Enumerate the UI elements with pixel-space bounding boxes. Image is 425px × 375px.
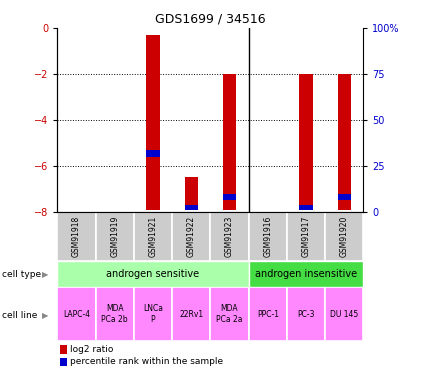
Text: ▶: ▶ bbox=[42, 311, 48, 320]
FancyBboxPatch shape bbox=[325, 212, 363, 261]
Text: GSM91916: GSM91916 bbox=[263, 216, 272, 257]
FancyBboxPatch shape bbox=[96, 212, 134, 261]
FancyBboxPatch shape bbox=[325, 287, 363, 341]
FancyBboxPatch shape bbox=[249, 261, 363, 287]
Text: MDA
PCa 2b: MDA PCa 2b bbox=[102, 304, 128, 324]
Text: LAPC-4: LAPC-4 bbox=[63, 310, 90, 319]
Text: percentile rank within the sample: percentile rank within the sample bbox=[70, 357, 223, 366]
Bar bbox=[184, 177, 198, 210]
FancyBboxPatch shape bbox=[210, 287, 249, 341]
Bar bbox=[146, 35, 160, 210]
Text: MDA
PCa 2a: MDA PCa 2a bbox=[216, 304, 243, 324]
FancyBboxPatch shape bbox=[249, 212, 287, 261]
Text: GSM91923: GSM91923 bbox=[225, 216, 234, 257]
Bar bbox=[223, 194, 236, 200]
Text: cell line: cell line bbox=[2, 311, 37, 320]
Bar bbox=[337, 74, 351, 210]
Title: GDS1699 / 34516: GDS1699 / 34516 bbox=[155, 13, 266, 26]
FancyBboxPatch shape bbox=[57, 212, 96, 261]
Text: 22Rv1: 22Rv1 bbox=[179, 310, 203, 319]
FancyBboxPatch shape bbox=[249, 287, 287, 341]
Text: GSM91917: GSM91917 bbox=[301, 216, 311, 257]
Bar bbox=[337, 194, 351, 200]
Text: LNCa
P: LNCa P bbox=[143, 304, 163, 324]
FancyBboxPatch shape bbox=[96, 287, 134, 341]
Text: PPC-1: PPC-1 bbox=[257, 310, 279, 319]
Text: log2 ratio: log2 ratio bbox=[70, 345, 113, 354]
Text: GSM91921: GSM91921 bbox=[148, 216, 158, 257]
Text: cell type: cell type bbox=[2, 270, 41, 279]
Text: DU 145: DU 145 bbox=[330, 310, 358, 319]
Text: ▶: ▶ bbox=[42, 270, 48, 279]
Bar bbox=[299, 74, 313, 210]
Bar bbox=[184, 205, 198, 210]
Text: GSM91918: GSM91918 bbox=[72, 216, 81, 257]
Text: PC-3: PC-3 bbox=[297, 310, 315, 319]
FancyBboxPatch shape bbox=[134, 287, 172, 341]
Bar bbox=[223, 74, 236, 210]
FancyBboxPatch shape bbox=[287, 287, 325, 341]
FancyBboxPatch shape bbox=[210, 212, 249, 261]
FancyBboxPatch shape bbox=[287, 212, 325, 261]
FancyBboxPatch shape bbox=[57, 287, 96, 341]
FancyBboxPatch shape bbox=[172, 212, 210, 261]
Text: GSM91922: GSM91922 bbox=[187, 216, 196, 257]
Text: androgen insensitive: androgen insensitive bbox=[255, 269, 357, 279]
Text: androgen sensitive: androgen sensitive bbox=[106, 269, 200, 279]
FancyBboxPatch shape bbox=[172, 287, 210, 341]
FancyBboxPatch shape bbox=[57, 261, 249, 287]
Text: GSM91919: GSM91919 bbox=[110, 216, 119, 257]
FancyBboxPatch shape bbox=[134, 212, 172, 261]
Text: GSM91920: GSM91920 bbox=[340, 216, 349, 257]
Bar bbox=[299, 205, 313, 210]
Bar bbox=[146, 150, 160, 157]
